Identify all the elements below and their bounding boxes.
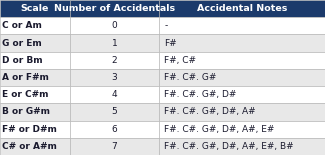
Text: F#. C#. G#, D#, A#: F#. C#. G#, D#, A# bbox=[164, 107, 256, 116]
Bar bbox=[70, 121, 159, 138]
Bar bbox=[159, 0, 325, 17]
Bar bbox=[159, 86, 325, 103]
Bar bbox=[70, 0, 159, 17]
Text: C# or A#m: C# or A#m bbox=[2, 142, 57, 151]
Text: F#. C#. G#: F#. C#. G# bbox=[164, 73, 216, 82]
Text: 6: 6 bbox=[112, 125, 117, 134]
Bar bbox=[0, 34, 70, 52]
Text: C or Am: C or Am bbox=[2, 21, 42, 30]
Bar bbox=[0, 17, 70, 34]
Bar bbox=[0, 52, 70, 69]
Bar bbox=[0, 86, 70, 103]
Text: D or Bm: D or Bm bbox=[2, 56, 43, 65]
Text: 4: 4 bbox=[112, 90, 117, 99]
Text: E or C#m: E or C#m bbox=[2, 90, 49, 99]
Text: B or G#m: B or G#m bbox=[2, 107, 50, 116]
Bar bbox=[0, 121, 70, 138]
Bar bbox=[70, 138, 159, 155]
Text: G or Em: G or Em bbox=[2, 39, 42, 48]
Text: F#, C#: F#, C# bbox=[164, 56, 196, 65]
Text: F# or D#m: F# or D#m bbox=[2, 125, 57, 134]
Bar bbox=[70, 86, 159, 103]
Text: 5: 5 bbox=[112, 107, 117, 116]
Text: 0: 0 bbox=[112, 21, 117, 30]
Bar bbox=[0, 69, 70, 86]
Bar bbox=[70, 17, 159, 34]
Bar bbox=[159, 17, 325, 34]
Text: F#. C#. G#, D#: F#. C#. G#, D# bbox=[164, 90, 237, 99]
Bar bbox=[159, 138, 325, 155]
Text: F#. C#. G#, D#, A#, E#, B#: F#. C#. G#, D#, A#, E#, B# bbox=[164, 142, 294, 151]
Bar bbox=[0, 0, 70, 17]
Bar bbox=[70, 69, 159, 86]
Text: 7: 7 bbox=[112, 142, 117, 151]
Text: -: - bbox=[164, 21, 167, 30]
Text: 2: 2 bbox=[112, 56, 117, 65]
Text: 1: 1 bbox=[112, 39, 117, 48]
Text: Scale: Scale bbox=[21, 4, 49, 13]
Bar bbox=[70, 34, 159, 52]
Bar bbox=[70, 103, 159, 121]
Text: Accidental Notes: Accidental Notes bbox=[197, 4, 287, 13]
Text: A or F#m: A or F#m bbox=[2, 73, 49, 82]
Text: F#. C#. G#, D#, A#, E#: F#. C#. G#, D#, A#, E# bbox=[164, 125, 275, 134]
Text: Number of Accidentals: Number of Accidentals bbox=[54, 4, 175, 13]
Bar bbox=[0, 103, 70, 121]
Bar bbox=[159, 52, 325, 69]
Bar bbox=[159, 121, 325, 138]
Bar bbox=[159, 34, 325, 52]
Text: F#: F# bbox=[164, 39, 177, 48]
Bar bbox=[0, 138, 70, 155]
Bar bbox=[70, 52, 159, 69]
Bar bbox=[159, 69, 325, 86]
Text: 3: 3 bbox=[112, 73, 117, 82]
Bar bbox=[159, 103, 325, 121]
